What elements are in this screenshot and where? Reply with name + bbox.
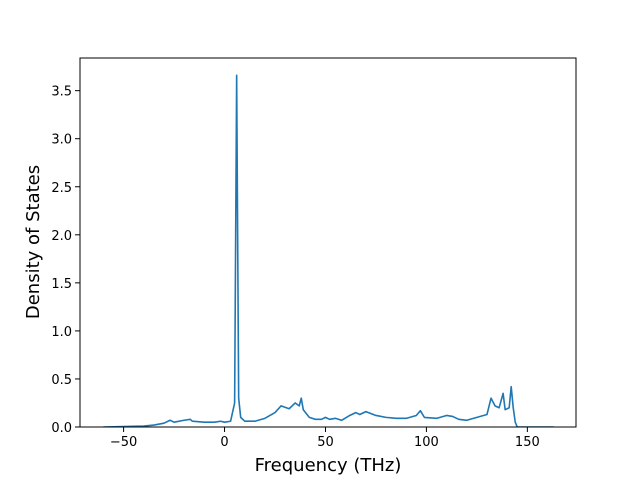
y-tick-label: 3.0 (51, 133, 72, 148)
y-tick-label: 2.0 (51, 229, 72, 244)
plot-frame (79, 57, 577, 428)
y-tick-label: 1.5 (51, 277, 72, 292)
y-tick-label: 0.5 (51, 373, 72, 388)
y-tick-label: 0.0 (51, 421, 72, 436)
x-tick-label: 150 (515, 435, 540, 450)
y-tick-label: 1.0 (51, 325, 72, 340)
y-tick-label: 3.5 (51, 85, 72, 100)
x-tick-label: 50 (317, 435, 334, 450)
x-tick-label: 0 (220, 435, 228, 450)
x-tick-label: 100 (414, 435, 439, 450)
x-tick-label: −50 (110, 435, 137, 450)
line (103, 74, 554, 427)
x-axis-label: Frequency (THz) (255, 455, 402, 476)
y-axis-label: Density of States (23, 165, 44, 319)
y-tick-label: 2.5 (51, 181, 72, 196)
